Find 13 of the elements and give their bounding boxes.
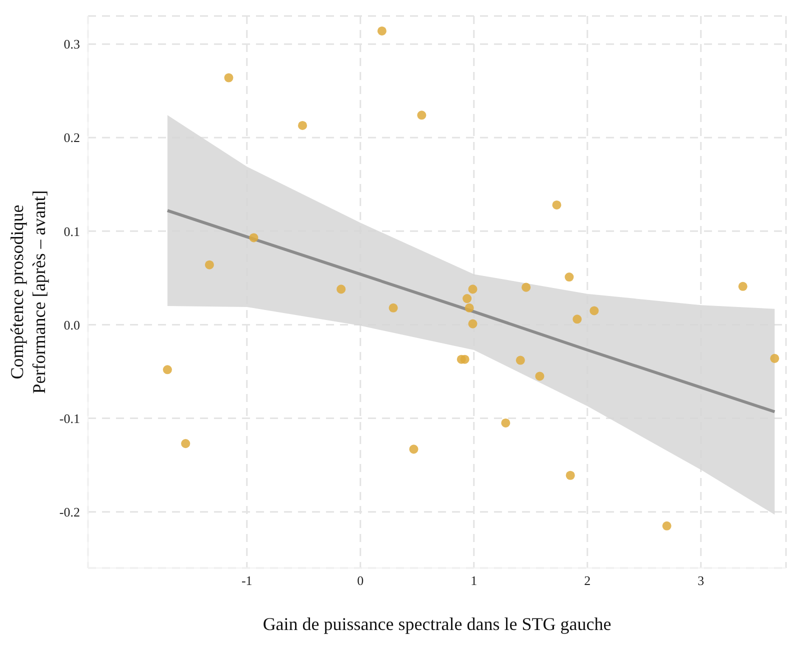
y-tick-label: 0.3 (64, 36, 80, 52)
y-tick-label: -0.2 (59, 504, 80, 520)
x-tick-label: 0 (357, 573, 364, 588)
y-tick-label: 0.1 (64, 224, 80, 239)
y-tick-label: -0.1 (59, 410, 80, 426)
x-tick-label: 1 (470, 573, 478, 588)
y-tick-label: 0.2 (64, 130, 80, 146)
x-tick-label: 2 (584, 573, 591, 588)
x-tick-label: 3 (698, 573, 704, 588)
y-axis-title: Compétence prosodique Performance [après – avant] (7, 190, 49, 394)
x-axis-title: Gain de puissance spectrale dans le STG gauche (262, 614, 612, 634)
x-tick-label: -1 (241, 573, 252, 588)
y-tick-label: 0.0 (64, 317, 80, 332)
